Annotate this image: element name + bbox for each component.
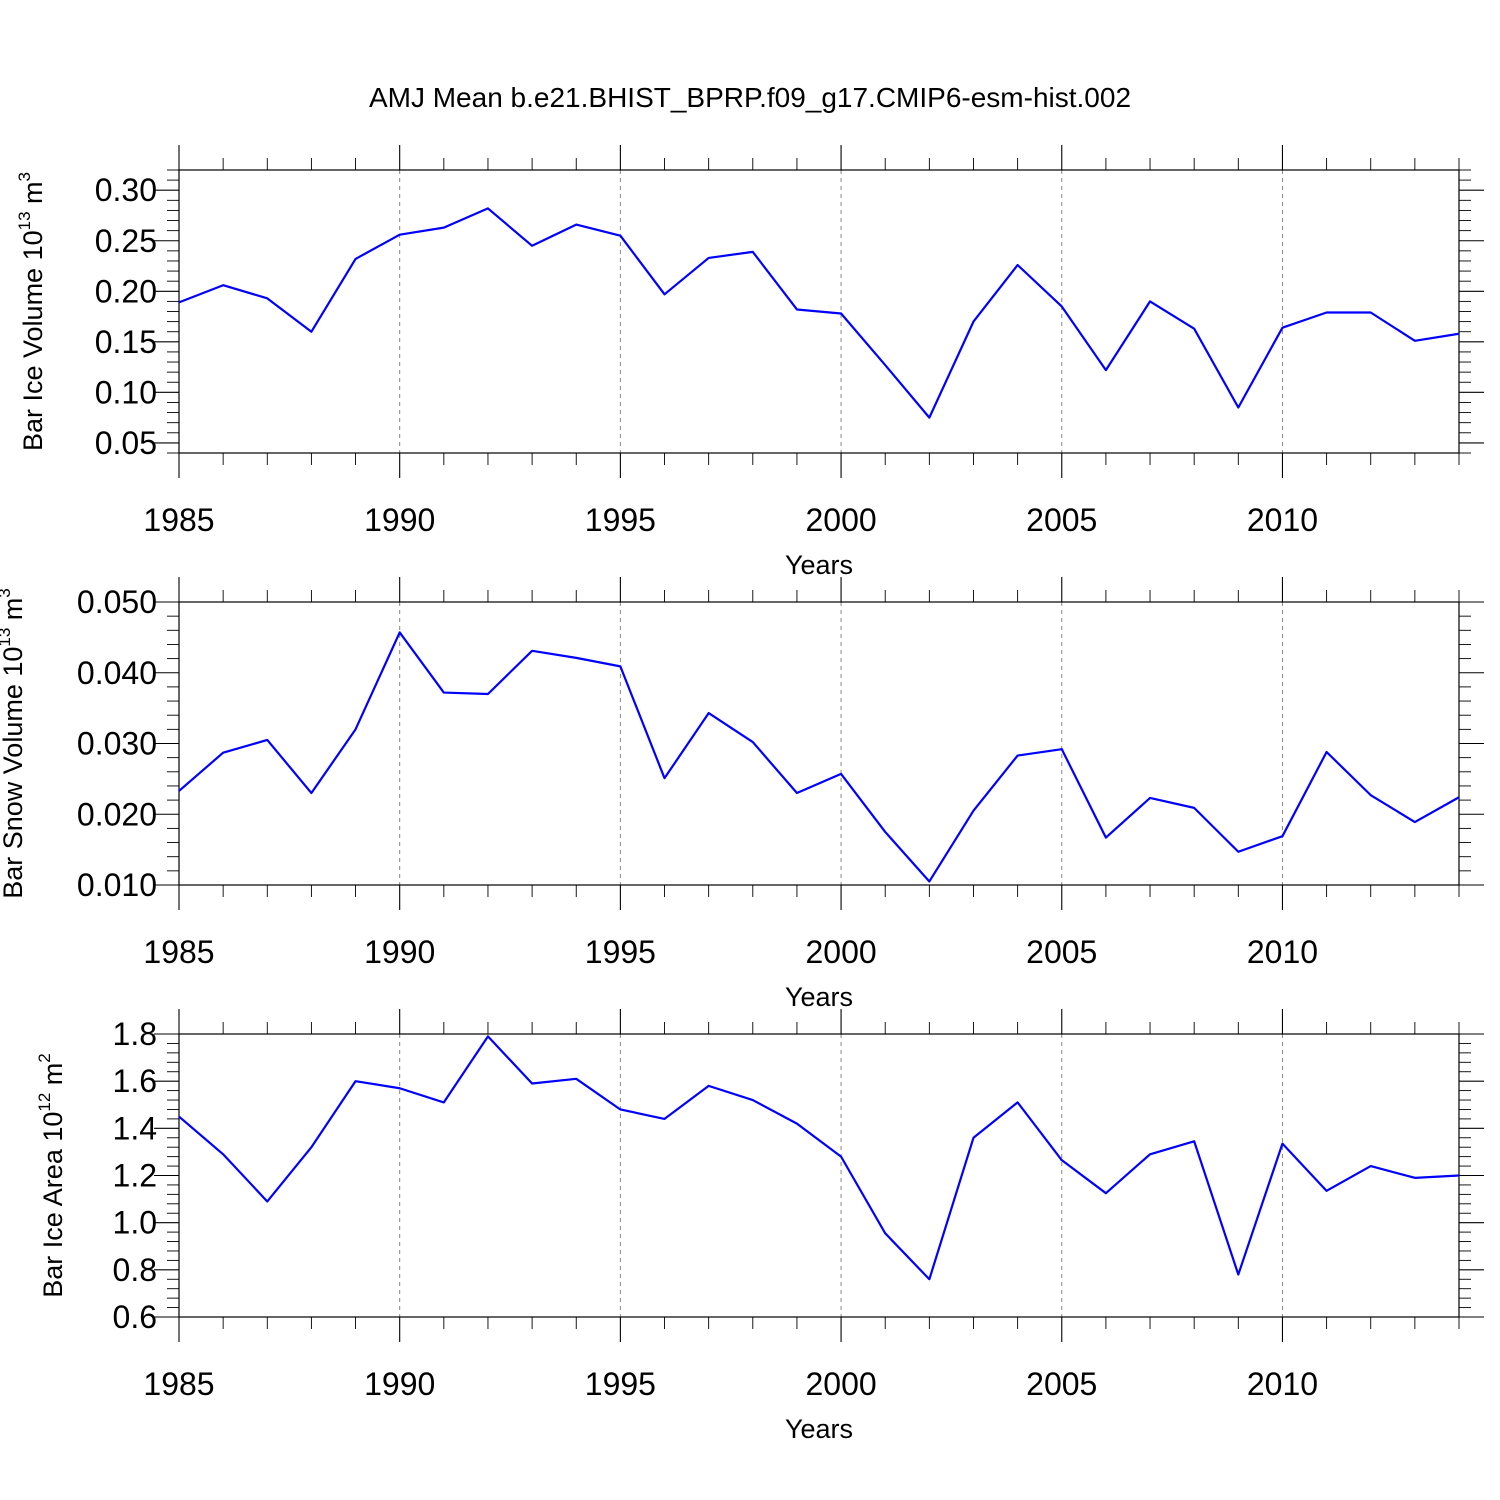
y-tick-label: 0.30	[95, 172, 157, 208]
y-tick-label: 0.05	[95, 425, 157, 461]
x-tick-label: 2000	[805, 934, 876, 970]
y-tick-label: 0.040	[77, 655, 157, 691]
x-tick-label: 2010	[1247, 1366, 1318, 1402]
x-axis-title: Years	[785, 1414, 853, 1444]
y-tick-label: 1.8	[113, 1016, 157, 1052]
plot-frame	[178, 1033, 1460, 1318]
y-tick-label: 0.030	[77, 726, 157, 762]
y-tick-label: 0.6	[113, 1299, 157, 1335]
x-tick-label: 1985	[143, 1366, 214, 1402]
x-tick-label: 1990	[364, 934, 435, 970]
y-axis-title: Bar Snow Volume 1013 m3	[0, 588, 28, 899]
x-tick-label: 2010	[1247, 934, 1318, 970]
y-tick-label: 0.20	[95, 273, 157, 309]
x-axis-title: Years	[785, 550, 853, 580]
figure-title: AMJ Mean b.e21.BHIST_BPRP.f09_g17.CMIP6-…	[369, 82, 1131, 113]
x-tick-label: 2000	[805, 502, 876, 538]
x-tick-label: 1995	[585, 934, 656, 970]
x-tick-label: 1990	[364, 502, 435, 538]
x-tick-label: 2010	[1247, 502, 1318, 538]
panel-1: 0.05 0.10 0.15 0.20 0.25 0.30 1985 1990 1995 2000…	[15, 145, 1484, 580]
series-line-1	[178, 207, 1460, 419]
x-tick-label: 2000	[805, 1366, 876, 1402]
y-tick-label: 0.050	[77, 584, 157, 620]
y-tick-label: 0.020	[77, 796, 157, 832]
y-tick-label: 1.6	[113, 1063, 157, 1099]
y-tick-label: 0.8	[113, 1252, 157, 1288]
y-tick-label: 0.25	[95, 223, 157, 259]
y-tick-label: 1.4	[113, 1110, 157, 1146]
y-tick-label: 1.0	[113, 1205, 157, 1241]
x-tick-label: 1990	[364, 1366, 435, 1402]
y-axis-title: Bar Ice Volume 1013 m3	[15, 172, 48, 451]
x-tick-label: 1985	[143, 934, 214, 970]
series-line-1	[178, 1035, 1460, 1281]
y-tick-label: 0.10	[95, 374, 157, 410]
x-axis-title: Years	[785, 982, 853, 1012]
x-tick-label: 2005	[1026, 502, 1097, 538]
x-tick-label: 1995	[585, 1366, 656, 1402]
y-axis-title: Bar Ice Area 1012 m2	[35, 1053, 68, 1298]
y-tick-label: 0.010	[77, 867, 157, 903]
y-tick-label: 0.15	[95, 324, 157, 360]
x-tick-label: 2005	[1026, 1366, 1097, 1402]
y-tick-label: 1.2	[113, 1158, 157, 1194]
panel-2: 0.010 0.020 0.030 0.040 0.050 1985 1990 1995 200…	[0, 577, 1484, 1012]
x-tick-label: 1985	[143, 502, 214, 538]
panel-3: 0.6 0.8 1.0 1.2 1.4 1.6 1.8 1985 1990 1995 2000 200…	[35, 1009, 1484, 1444]
panels: 0.05 0.10 0.15 0.20 0.25 0.30 1985 1990 1995 2000…	[0, 145, 1484, 1444]
x-tick-label: 2005	[1026, 934, 1097, 970]
x-tick-label: 1995	[585, 502, 656, 538]
series-line-1	[178, 631, 1460, 883]
